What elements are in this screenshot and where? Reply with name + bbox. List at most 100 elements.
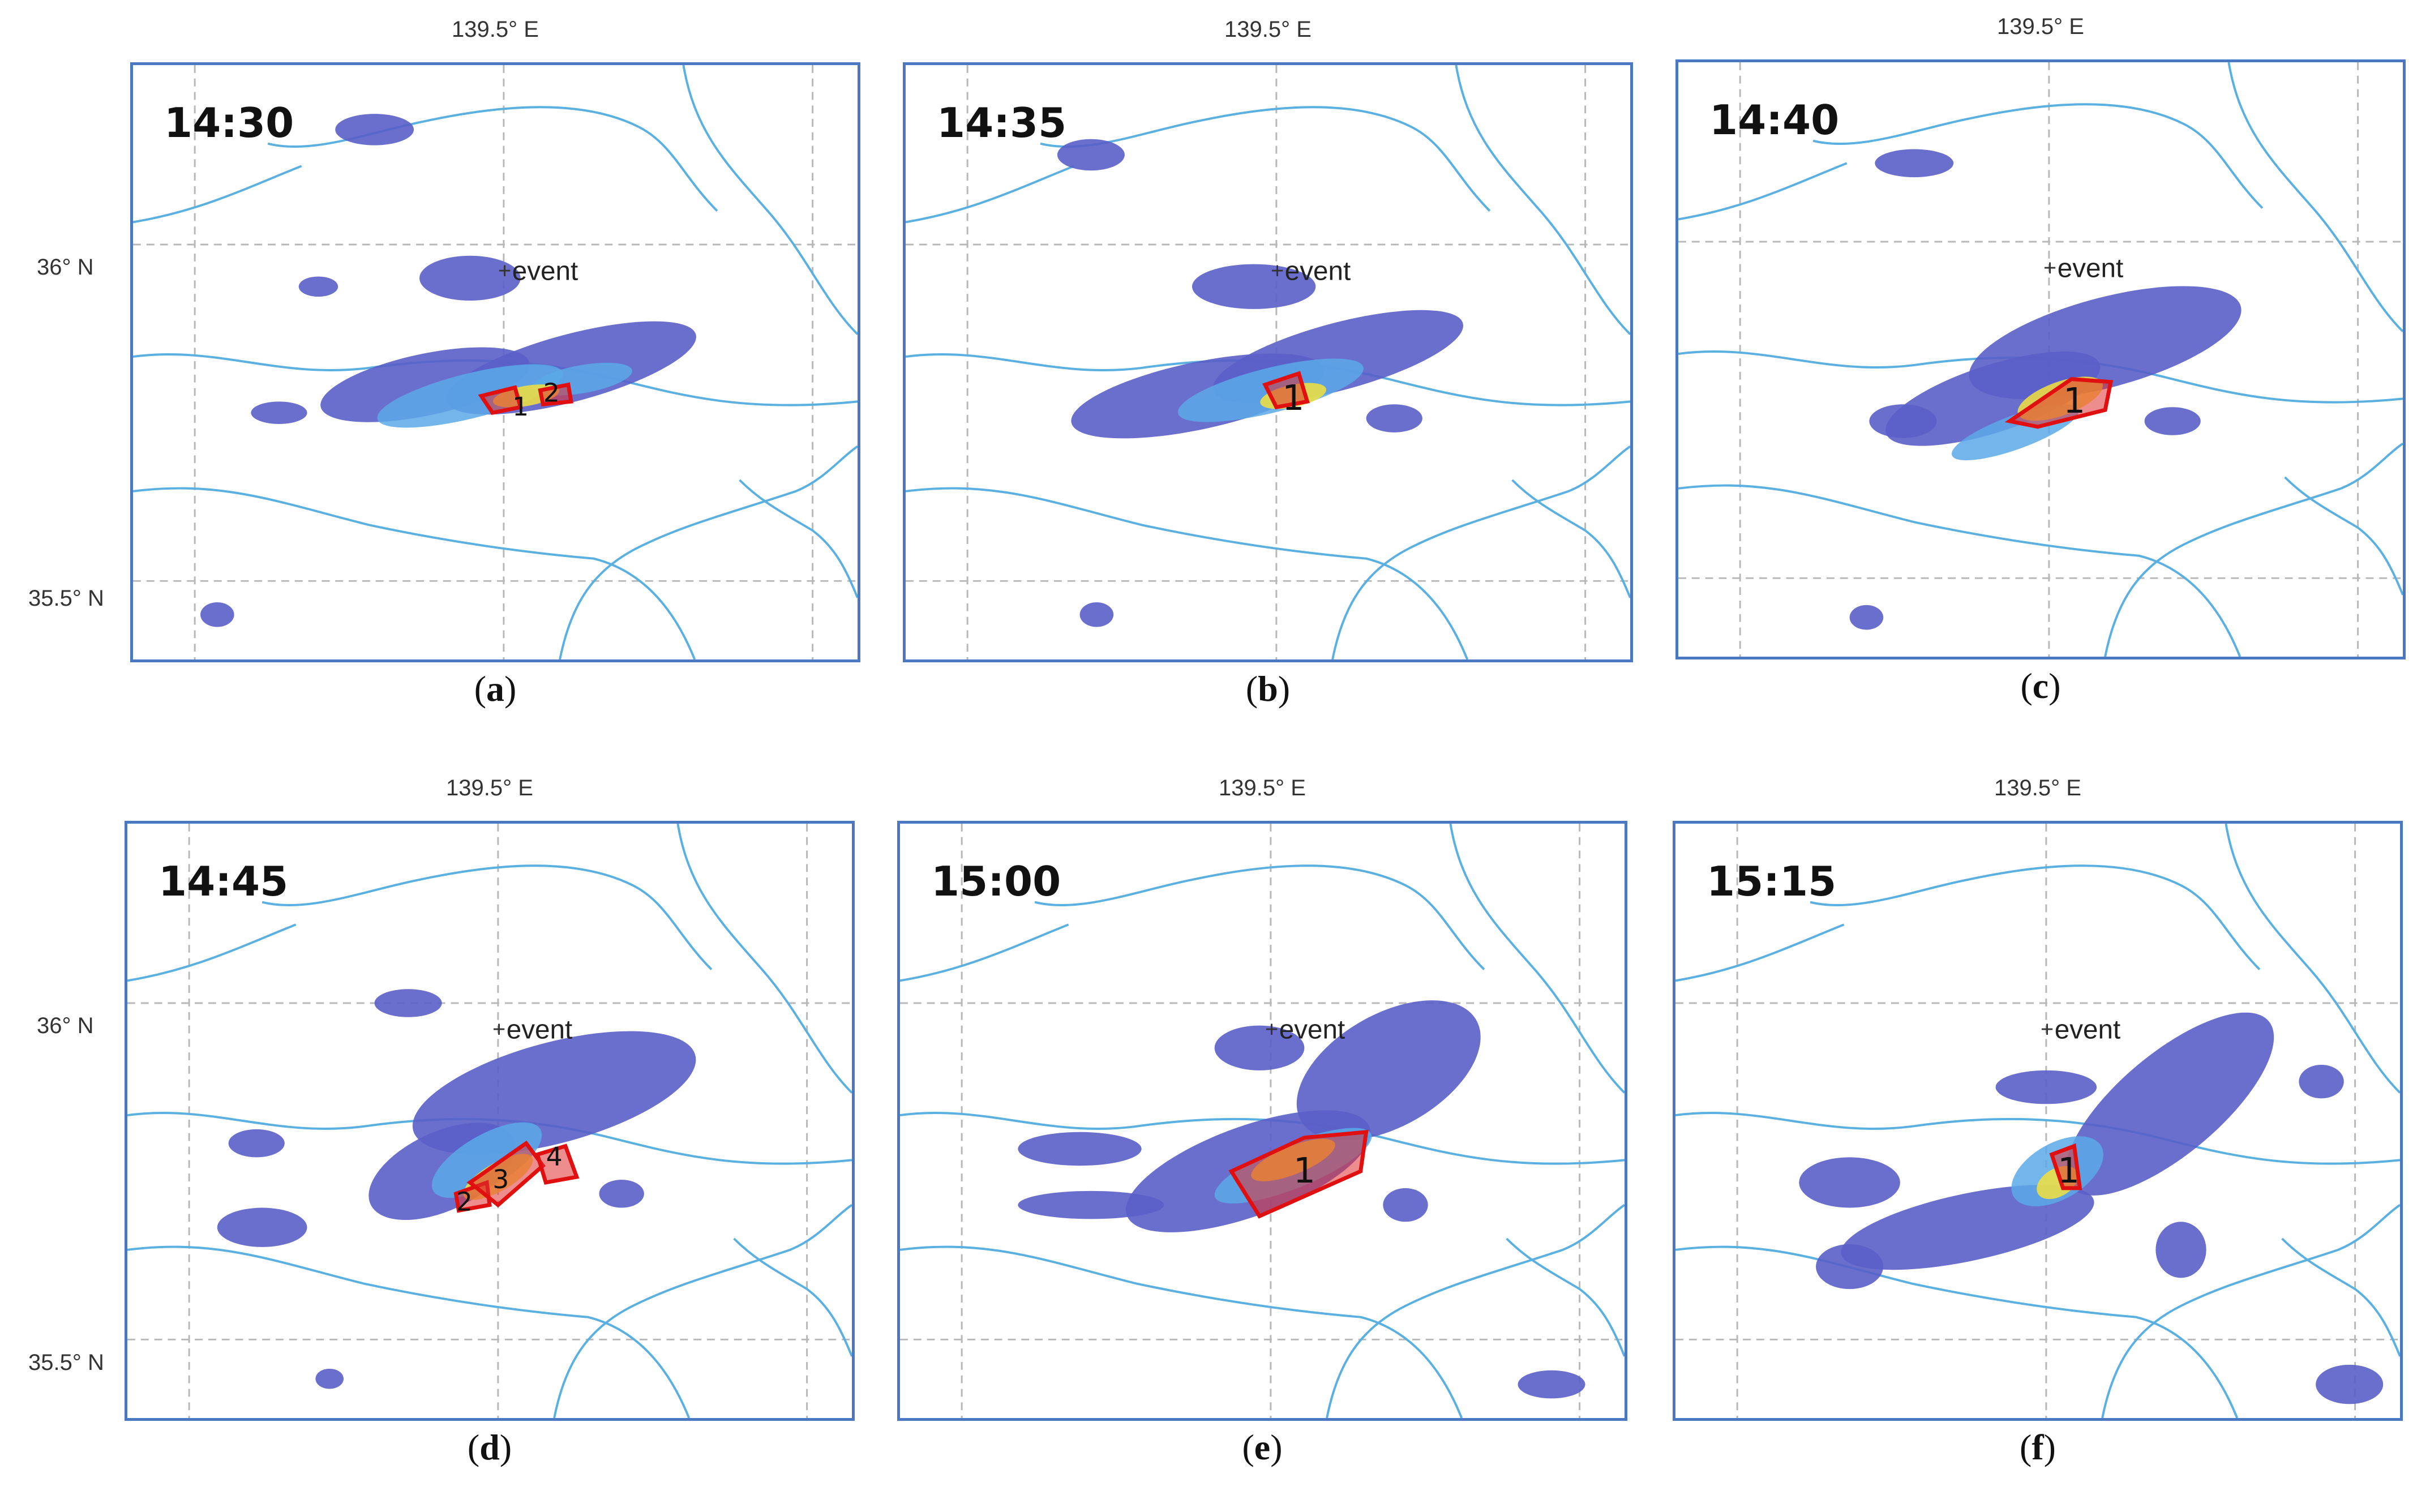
storm-cell-number: 4: [546, 1142, 563, 1172]
precipitation-area: [1192, 264, 1316, 309]
precipitation-area: [315, 1368, 344, 1389]
panel-caption: (e): [1242, 1427, 1283, 1467]
boundary-line: [1678, 162, 1848, 221]
boundary-line: [559, 445, 858, 659]
event-label: event: [507, 1014, 572, 1044]
map-svg: + event 1: [906, 65, 1630, 659]
map-svg: + event 23 4: [127, 824, 852, 1418]
precipitation-area: [1366, 404, 1422, 432]
precipitation-area: [217, 1207, 307, 1247]
storm-cell-outline: [535, 1143, 580, 1185]
boundary-line: [1326, 1203, 1625, 1418]
event-marker: +: [2041, 1017, 2054, 1042]
longitude-label: 139.5° E: [452, 17, 539, 42]
precipitation-area: [1214, 1025, 1305, 1070]
storm-cell-outline: [2049, 1143, 2082, 1190]
storm-cell-number: 1: [2058, 1151, 2080, 1191]
radar-map: + event 1: [897, 821, 1627, 1421]
panel-d: 139.5° E 36° N 35.5° N + event 2 3 4 14:45 (…: [28, 776, 855, 1467]
precipitation-area: [377, 364, 563, 428]
latitude-label-36: 36° N: [37, 255, 94, 280]
boundary-line: [1455, 65, 1630, 335]
event-label: event: [2058, 253, 2123, 283]
radar-map: + event 1 2: [130, 62, 860, 662]
boundary-line: [739, 479, 858, 598]
precipitation-area: [335, 114, 414, 145]
boundary-line: [906, 487, 1469, 659]
boundary-line: [1675, 923, 1845, 982]
event-label: event: [2055, 1014, 2120, 1044]
map-svg: + event 1: [1675, 824, 2400, 1418]
precipitation-area: [1383, 1188, 1428, 1222]
map-svg: + event 1: [900, 824, 1625, 1418]
boundary-line: [900, 923, 1069, 982]
boundary-line: [676, 824, 852, 1094]
boundary-line: [1678, 484, 2242, 657]
precipitation-area: [251, 401, 307, 424]
boundary-line: [2284, 476, 2403, 596]
precipitation-area: [374, 989, 442, 1017]
precipitation-area: [1995, 1070, 2097, 1104]
storm-cell-number: 1: [2063, 381, 2085, 421]
precipitation-area: [1057, 139, 1125, 171]
longitude-label: 139.5° E: [446, 776, 533, 800]
boundary-line: [1449, 824, 1625, 1094]
boundary-line: [1040, 106, 1491, 212]
panel-caption: (f): [2020, 1427, 2056, 1467]
precipitation-area: [1875, 149, 1954, 178]
precipitation-area: [1849, 605, 1884, 630]
boundary-line: [1675, 1245, 2239, 1418]
event-marker: +: [1265, 1017, 1278, 1042]
panel-b: 139.5° E + event 1 14:35 (b): [903, 17, 1633, 709]
boundary-line: [2101, 1203, 2400, 1418]
storm-cell-outline: [538, 382, 573, 407]
event-label: event: [1279, 1014, 1345, 1044]
precipitation-area: [2144, 407, 2201, 435]
boundary-line: [900, 1112, 1625, 1165]
time-label: 15:15: [1707, 858, 1837, 905]
precipitation-area: [2155, 1222, 2206, 1278]
precipitation-area: [1969, 286, 2242, 400]
event-marker: +: [1271, 258, 1284, 283]
boundary-line: [1511, 479, 1630, 598]
boundary-line: [733, 1237, 852, 1357]
storm-cell-number: 3: [492, 1164, 509, 1194]
precipitation-area: [2299, 1064, 2344, 1099]
panel-caption: (a): [474, 669, 517, 709]
panel-a: 139.5° E 36° N 35.5° N + event 1 2 14:30 (a…: [28, 17, 860, 709]
boundary-line: [553, 1203, 852, 1418]
event-label: event: [1285, 256, 1351, 286]
boundary-line: [2225, 824, 2400, 1094]
precipitation-area: [1799, 1157, 1900, 1208]
longitude-label: 139.5° E: [1219, 776, 1306, 800]
latitude-label-36: 36° N: [37, 1013, 94, 1038]
precipitation-area: [1841, 1185, 2094, 1270]
boundary-line: [1331, 445, 1630, 659]
boundary-line: [682, 65, 858, 335]
panel-f: 139.5° E + event 1 15:15 (f): [1673, 776, 2403, 1467]
precipitation-area: [298, 276, 338, 297]
longitude-label: 139.5° E: [1997, 14, 2084, 39]
panel-caption: (d): [467, 1427, 512, 1467]
panel-c: 139.5° E + event 1 14:40 (c): [1675, 14, 2406, 706]
map-svg: + event 1 2: [133, 65, 858, 659]
storm-cell-outline: [1228, 1129, 1369, 1219]
storm-cell-number: 2: [543, 378, 560, 408]
radar-map: + event 1: [1673, 821, 2403, 1421]
storm-cell-outline: [2004, 377, 2114, 429]
storm-cell-number: 2: [456, 1187, 473, 1217]
time-label: 14:40: [1709, 96, 1840, 144]
storm-cell-outline: [478, 385, 524, 416]
precipitation-area: [1296, 1000, 1481, 1141]
panel-caption: (b): [1245, 669, 1291, 709]
longitude-label: 139.5° E: [1224, 17, 1312, 42]
boundary-line: [267, 106, 718, 212]
boundary-line: [2281, 1237, 2400, 1357]
storm-cell-number: 1: [512, 392, 529, 422]
boundary-line: [1810, 864, 2261, 970]
time-label: 15:00: [931, 858, 1061, 905]
precipitation-area: [2065, 1012, 2274, 1196]
boundary-line: [133, 165, 302, 224]
precipitation-area: [1518, 1370, 1585, 1399]
